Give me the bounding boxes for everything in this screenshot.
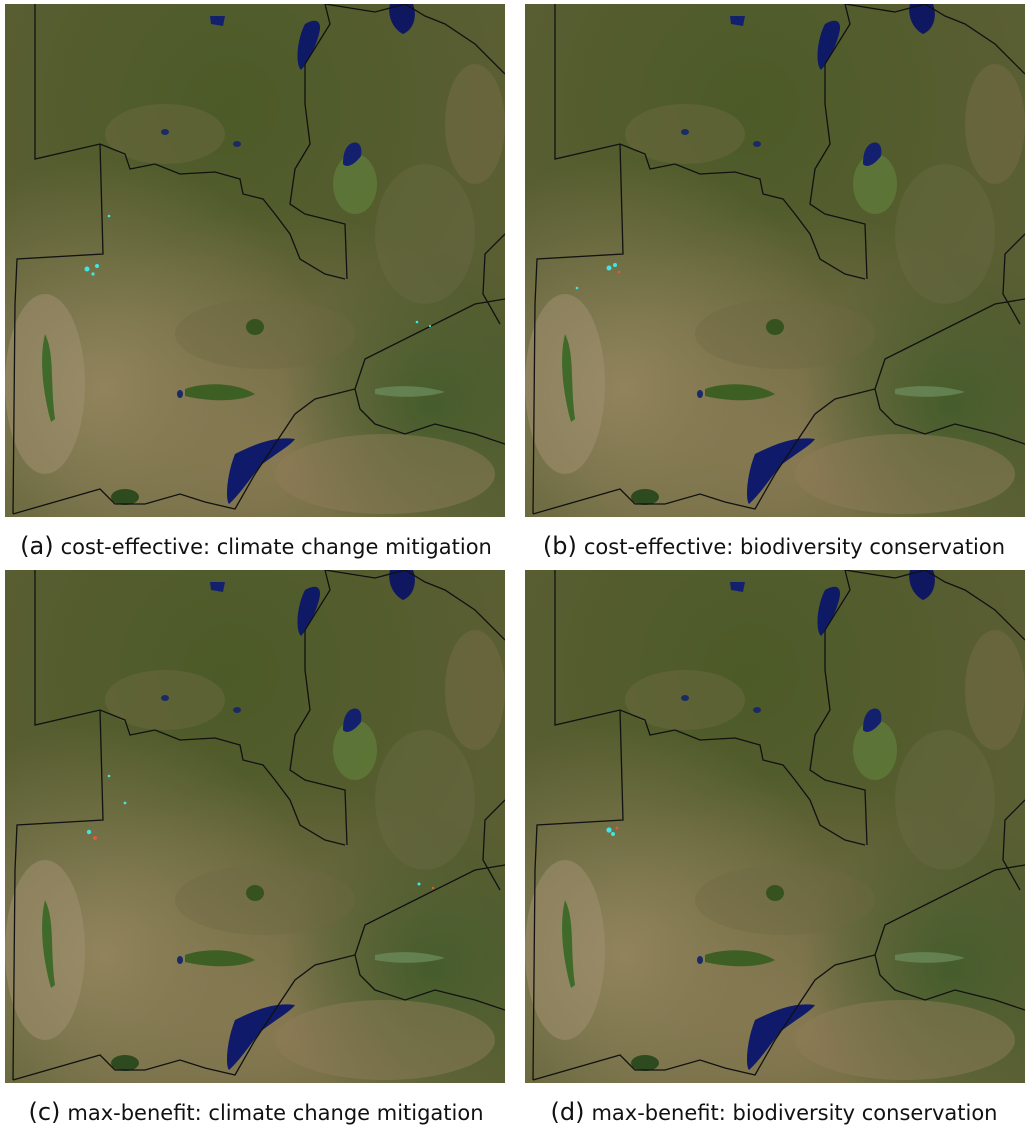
satellite-map <box>525 4 1025 517</box>
selected-sites <box>86 774 435 890</box>
site-marker <box>428 324 432 328</box>
site-marker <box>95 264 99 268</box>
site-marker <box>606 827 612 833</box>
caption-d: (d) max-benefit: biodiversity conservati… <box>514 1098 1028 1128</box>
site-marker <box>84 266 90 272</box>
selected-sites <box>84 214 432 328</box>
site-marker <box>615 826 619 830</box>
site-marker <box>613 263 617 267</box>
caption-text: cost-effective: biodiversity conservatio… <box>583 535 1006 559</box>
site-marker <box>91 272 95 276</box>
site-marker <box>93 836 97 840</box>
caption-text: max-benefit: biodiversity conservation <box>591 1101 998 1125</box>
selected-sites <box>606 826 619 836</box>
caption-tag: (c) <box>28 1098 61 1126</box>
map-panel-d <box>525 570 1025 1083</box>
satellite-map <box>525 570 1025 1083</box>
map-panel-b <box>525 4 1025 517</box>
satellite-map <box>5 570 505 1083</box>
caption-text: cost-effective: climate change mitigatio… <box>60 535 492 559</box>
caption-tag: (b) <box>542 532 577 560</box>
site-marker <box>107 774 111 778</box>
site-marker <box>86 829 92 835</box>
site-marker <box>123 801 127 805</box>
site-marker <box>606 265 612 271</box>
map-panel-c <box>5 570 505 1083</box>
site-marker <box>417 882 421 886</box>
caption-text: max-benefit: climate change mitigation <box>67 1101 484 1125</box>
site-marker <box>575 286 579 290</box>
satellite-map <box>5 4 505 517</box>
caption-c: (c) max-benefit: climate change mitigati… <box>0 1098 516 1128</box>
caption-tag: (d) <box>550 1098 585 1126</box>
caption-a: (a) cost-effective: climate change mitig… <box>0 532 516 562</box>
site-marker <box>617 270 621 274</box>
caption-tag: (a) <box>20 532 54 560</box>
site-marker <box>431 886 435 890</box>
map-panel-a <box>5 4 505 517</box>
selected-sites <box>575 263 621 290</box>
site-marker <box>611 832 615 836</box>
caption-b: (b) cost-effective: biodiversity conserv… <box>514 532 1028 562</box>
site-marker <box>107 214 111 218</box>
site-marker <box>415 320 419 324</box>
